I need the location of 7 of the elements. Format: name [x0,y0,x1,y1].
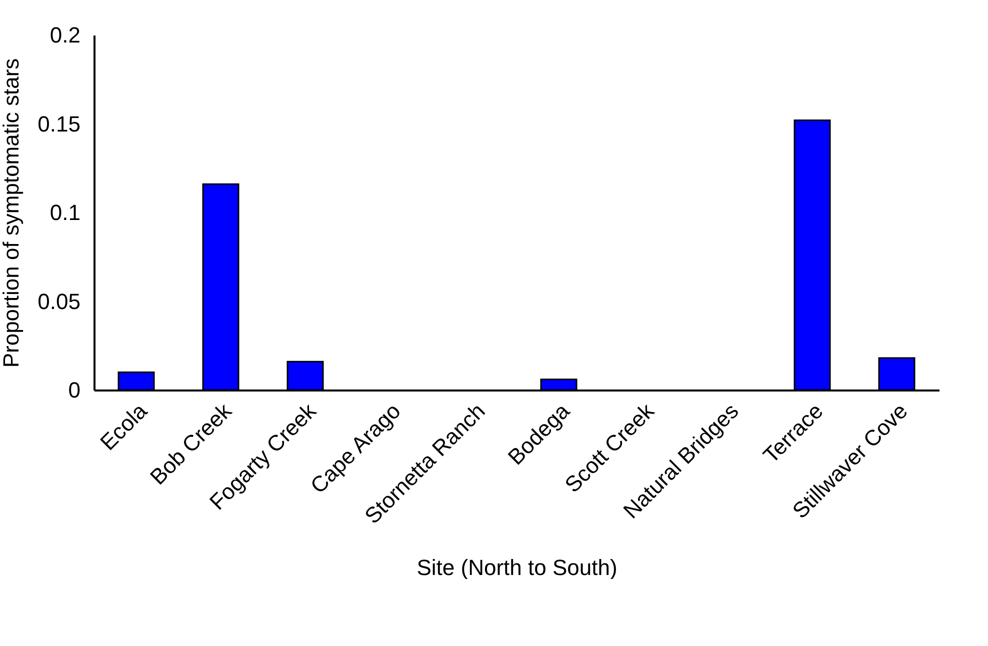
y-tick-label: 0.15 [38,111,80,136]
y-axis-title: Proportion of symptomatic stars [0,58,24,368]
y-tick-label: 0.1 [50,200,80,225]
y-tick-label: 0.2 [50,22,80,48]
x-axis-title: Site (North to South) [416,554,618,580]
y-tick-label: 0 [68,378,80,402]
y-tick-label: 0.05 [38,288,80,314]
